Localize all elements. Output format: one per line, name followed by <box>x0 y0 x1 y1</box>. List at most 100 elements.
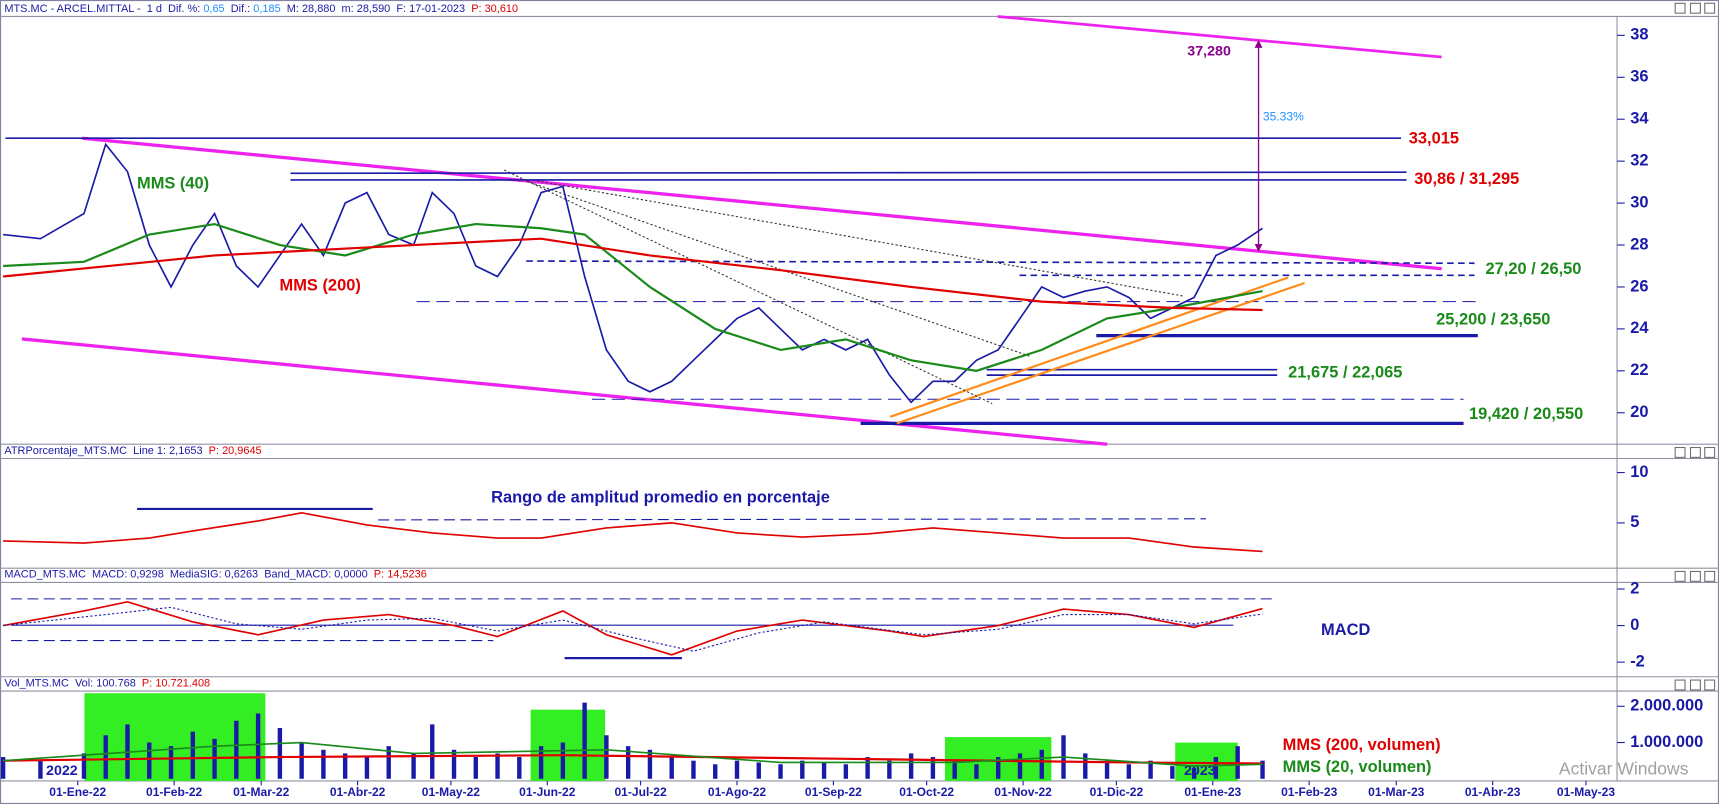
drawing-tools <box>5 15 1481 660</box>
panel-header: MTS.MC - ARCEL.MITTAL - 1 d Dif. %: 0,65… <box>4 3 518 15</box>
x-tick-label: 01-Jul-22 <box>614 785 667 799</box>
volume-bar <box>234 720 239 779</box>
level-label: 30,86 / 31,295 <box>1414 170 1519 188</box>
volume-bar <box>38 760 43 779</box>
x-tick-label: 01-Jun-22 <box>519 785 576 799</box>
volume-bar <box>430 724 435 779</box>
y-tick-label: 24 <box>1630 319 1649 337</box>
volume-bar <box>756 762 761 779</box>
panel-header: ATRPorcentaje_MTS.MC Line 1: 2,1653 P: 2… <box>4 445 261 457</box>
series-label: MMS (40) <box>137 175 209 193</box>
year-label: 2022 <box>46 763 78 779</box>
volume-bar <box>538 746 544 779</box>
y-tick-label: 10 <box>1630 463 1648 481</box>
volume-bar <box>821 762 827 779</box>
x-tick-label: 01-Abr-22 <box>330 785 386 799</box>
volume-bar <box>277 728 283 779</box>
watermark: Activar Windows <box>1559 759 1689 779</box>
panel-caption: Rango de amplitud promedio en porcentaje <box>491 488 830 506</box>
y-tick-label: 32 <box>1630 151 1648 169</box>
x-tick-label: 01-Ago-22 <box>708 785 767 799</box>
volume-bar <box>342 753 348 779</box>
y-tick-label: 34 <box>1630 110 1649 128</box>
volume-bar <box>930 757 936 779</box>
series-label: MMS (200) <box>280 277 361 295</box>
volume-bar <box>974 764 979 779</box>
window-buttons[interactable] <box>1674 2 1716 691</box>
volume-bar <box>713 764 718 779</box>
panel-borders <box>0 15 1719 782</box>
volume-bar <box>299 742 304 779</box>
percent-label: 35.33% <box>1263 110 1304 124</box>
panel-header: Vol_MTS.MC Vol: 100.768 P: 10.721.408 <box>4 677 210 689</box>
volume-bar <box>411 753 416 779</box>
volume-bar <box>1083 753 1088 779</box>
volume-bar <box>996 757 1001 779</box>
y-tick-label: 30 <box>1630 193 1648 211</box>
header-field: P: 20,9645 <box>209 445 262 457</box>
header-field: 0,65 <box>203 3 224 15</box>
volume-bar <box>147 742 152 779</box>
y-tick-label: 38 <box>1630 26 1648 44</box>
volume-bar <box>778 764 783 779</box>
y-tick-label: -2 <box>1630 652 1645 670</box>
volume-bar <box>451 749 457 779</box>
series-line <box>2 600 1263 656</box>
header-field: Vol_MTS.MC Vol: 100.768 <box>4 677 142 689</box>
volume-bar <box>0 757 6 779</box>
highlight-boxes <box>84 693 1238 781</box>
series-line <box>3 741 1263 767</box>
x-tick-label: 01-Mar-23 <box>1368 785 1425 799</box>
series-line <box>2 237 1263 312</box>
x-tick-label: 01-Sep-22 <box>805 785 862 799</box>
y-tick-label: 2 <box>1630 579 1639 597</box>
volume-bar <box>364 757 370 779</box>
level-label: 21,675 / 22,065 <box>1288 363 1402 381</box>
header-field: M: 28,880 m: 28,590 F: 17-01-2023 <box>281 3 472 15</box>
volume-bar <box>321 749 326 779</box>
series-label: MMS (20, volumen) <box>1283 758 1432 776</box>
panel-caption: MACD <box>1321 621 1370 639</box>
y-tick-label: 5 <box>1630 513 1639 531</box>
x-tick-label: 01-Dic-22 <box>1090 785 1144 799</box>
volume-bar <box>691 760 696 779</box>
y-tick-label: 2.000.000 <box>1630 697 1703 715</box>
header-field: P: 14,5236 <box>374 569 427 581</box>
header-field: P: 30,610 <box>471 3 518 15</box>
series-line <box>3 222 1263 372</box>
volume-bar <box>800 760 805 779</box>
volume-bar <box>1260 760 1265 779</box>
volume-bar <box>386 746 391 779</box>
volume-bar <box>582 702 587 779</box>
volume-bar <box>1170 766 1175 779</box>
volume-bar <box>952 760 957 779</box>
y-tick-label: 1.000.000 <box>1630 733 1703 751</box>
level-label: 25,200 / 23,650 <box>1436 311 1550 329</box>
volume-bar <box>1104 760 1110 779</box>
y-tick-label: 22 <box>1630 361 1648 379</box>
x-tick-label: 01-Feb-23 <box>1281 785 1338 799</box>
series-line <box>3 511 1263 553</box>
volume-bar <box>843 764 849 779</box>
volume-bar <box>625 746 631 779</box>
header-field: MACD_MTS.MC MACD: 0,9298 MediaSIG: 0,626… <box>4 569 373 581</box>
volume-bar <box>190 731 195 779</box>
x-tick-label: 01-May-23 <box>1557 785 1616 799</box>
y-tick-label: 28 <box>1630 235 1648 253</box>
volume-bar <box>81 753 87 779</box>
series-line <box>3 606 1263 652</box>
header-field: MTS.MC - ARCEL.MITTAL - 1 d Dif. %: <box>4 3 203 15</box>
x-tick-label: 01-May-22 <box>422 785 481 799</box>
x-tick-label: 01-Feb-22 <box>146 785 203 799</box>
volume-bar <box>734 760 740 779</box>
x-tick-label: 01-Ene-22 <box>49 785 106 799</box>
volume-bar <box>1017 753 1023 779</box>
volume-bar <box>887 760 892 779</box>
y-tick-label: 0 <box>1630 616 1639 634</box>
volume-bar <box>168 746 174 779</box>
header-field: 0,185 <box>253 3 280 15</box>
volume-bar <box>1213 757 1219 779</box>
header-field: P: 10.721.408 <box>142 677 210 689</box>
